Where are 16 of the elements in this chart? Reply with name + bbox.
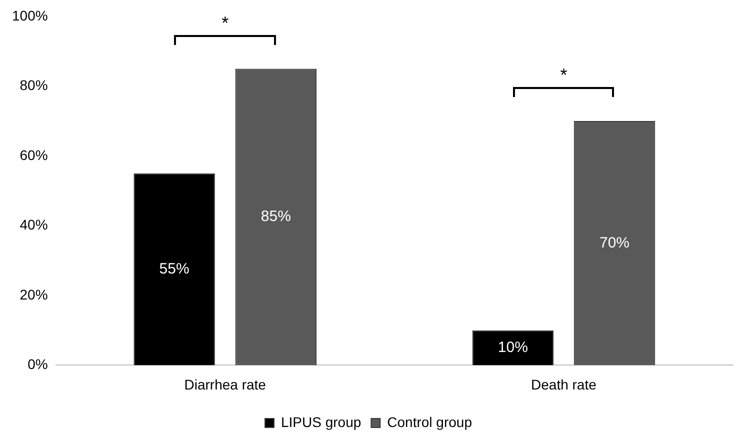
legend-label: Control group xyxy=(387,414,472,430)
annotation: * xyxy=(559,65,568,86)
legend-label: LIPUS group xyxy=(281,414,362,430)
y-tick-label: 0% xyxy=(28,356,48,372)
data-label: 70% xyxy=(599,234,630,252)
x-tick-label: Diarrhea rate xyxy=(184,376,266,392)
data-label: 85% xyxy=(260,208,291,226)
data-label: 10% xyxy=(498,338,528,356)
y-tick-label: 40% xyxy=(20,216,48,233)
y-tick-label: 100% xyxy=(12,7,48,24)
y-tick-label: 60% xyxy=(20,146,48,163)
y-tick-label: 20% xyxy=(20,286,48,302)
x-tick-label: Death rate xyxy=(531,376,597,392)
data-label: 55% xyxy=(159,260,190,278)
annotation: * xyxy=(220,12,230,34)
y-tick-label: 80% xyxy=(20,77,48,94)
